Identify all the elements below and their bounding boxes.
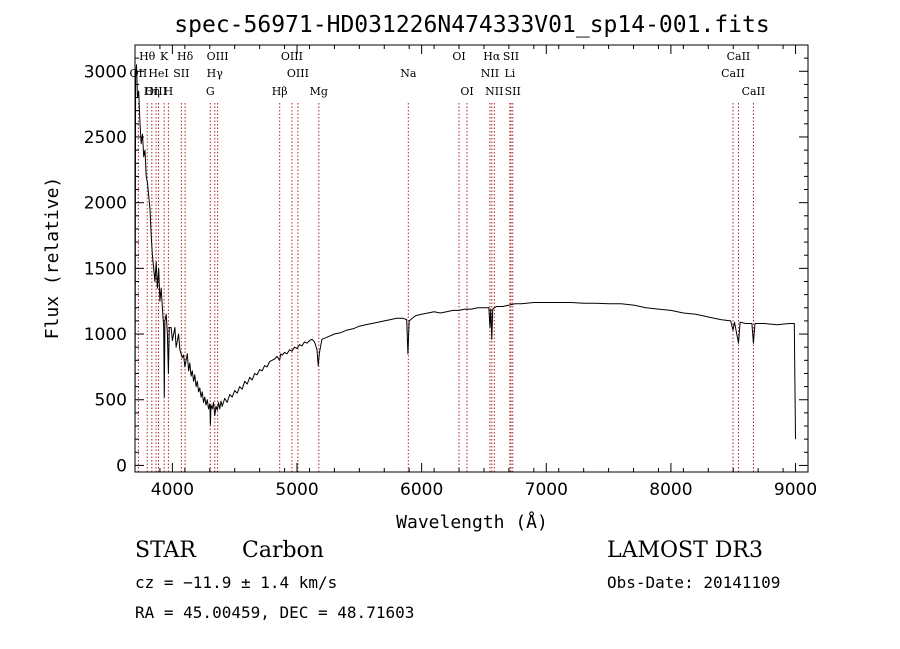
redshift-cz: cz = −11.9 ± 1.4 km/s (135, 573, 338, 592)
spectral-line-label: OIII (281, 50, 303, 63)
y-tick-label: 1000 (84, 325, 127, 345)
spectral-line-label: Hη (144, 85, 160, 98)
spectral-line-label: SII (173, 67, 189, 80)
spectral-line-label: CaII (727, 50, 751, 63)
spectral-line-label: NII (481, 67, 499, 80)
x-tick-label: 6000 (400, 480, 443, 500)
spectrum-series-line (134, 64, 796, 458)
spectral-line-label: Hα (483, 50, 501, 63)
y-tick-label: 1500 (84, 259, 127, 279)
y-tick-label: 500 (95, 391, 127, 411)
spectral-line-label: Hδ (177, 50, 194, 63)
spectral-line-label: OIII (207, 50, 229, 63)
spectral-line-label: CaII (742, 85, 766, 98)
object-subclass: Carbon (242, 538, 324, 563)
spectral-line-label: SII (505, 85, 521, 98)
y-tick-label: 2500 (84, 128, 127, 148)
spectral-line-label: Na (400, 67, 417, 80)
spectrum-chart: spec-56971-HD031226N474333V01_sp14-001.f… (42, 12, 817, 533)
spectral-line-label: H (164, 85, 174, 98)
spectral-line-label: OII (130, 67, 148, 80)
chart-title: spec-56971-HD031226N474333V01_sp14-001.f… (174, 12, 769, 38)
observation-date: Obs-Date: 20141109 (607, 573, 781, 592)
spectral-line-label: HeI (148, 67, 168, 80)
object-class: STAR (135, 538, 196, 563)
y-axis-label: Flux (relative) (42, 177, 63, 340)
x-tick-label: 7000 (525, 480, 568, 500)
y-tick-label: 3000 (84, 62, 127, 82)
spectral-line-label: SII (503, 50, 519, 63)
x-tick-label: 5000 (275, 480, 318, 500)
plot-frame (134, 44, 809, 473)
x-tick-label: 9000 (774, 480, 817, 500)
spectral-line-label: OIII (145, 85, 167, 98)
spectral-line-label: Hβ (272, 85, 288, 98)
x-axis-label: Wavelength (Å) (396, 511, 548, 533)
spectral-line-label: OI (460, 85, 473, 98)
y-tick-label: 0 (116, 456, 127, 476)
x-tick-label: 4000 (151, 480, 194, 500)
spectral-line-label: OIII (287, 67, 309, 80)
spectral-line-label: NII (485, 85, 503, 98)
spectral-line-label: Li (504, 67, 515, 80)
spectral-line-label: Hγ (207, 67, 224, 80)
y-tick-label: 2000 (84, 194, 127, 214)
spectral-line-label: Hθ (139, 50, 156, 63)
spectral-line-label: G (206, 85, 215, 98)
survey-name: LAMOST DR3 (607, 538, 763, 563)
spectrum-layer (134, 64, 796, 458)
ra-dec-coordinates: RA = 45.00459, DEC = 48.71603 (135, 603, 415, 622)
spectral-line-label: Mg (310, 85, 328, 98)
x-tick-label: 8000 (649, 480, 692, 500)
axes: 4000 5000 6000 7000 8000 9000 0 500 1000 1500 2000… (84, 45, 817, 500)
spectral-line-label: OI (452, 50, 465, 63)
spectral-line-label: K (160, 50, 169, 63)
spectral-line-label: CaII (721, 67, 745, 80)
